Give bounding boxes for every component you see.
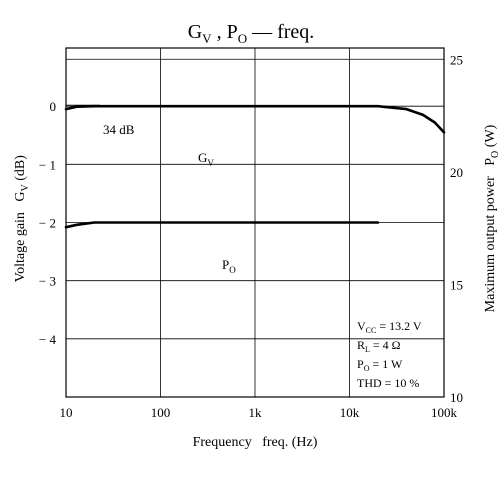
y-axis-label-right: Maximum output power PO (W)	[483, 114, 501, 330]
x-tick-labels: 10 100 1k 10k 100k	[60, 405, 458, 420]
x-tick-label: 10k	[340, 405, 360, 420]
reference-label-34db: 34 dB	[103, 122, 135, 137]
y-left-tick-label: − 3	[39, 274, 56, 289]
y-right-tick-label: 10	[450, 390, 463, 405]
series-line-po	[64, 221, 380, 229]
series-lines	[64, 104, 446, 229]
x-tick-label: 1k	[249, 405, 263, 420]
x-axis-label: Frequency freq. (Hz)	[193, 435, 318, 450]
series-line-gv	[64, 104, 446, 134]
y-left-tick-label: − 4	[39, 332, 57, 347]
y-left-tick-label: − 2	[39, 216, 56, 231]
condition-rl: RL = 4 Ω	[357, 338, 401, 354]
y-right-tick-label: 25	[450, 52, 463, 67]
y-axis-label-left: Voltage gain GV (dB)	[13, 145, 31, 300]
x-tick-label: 10	[60, 405, 73, 420]
x-tick-label: 100k	[431, 405, 458, 420]
conditions-annotation: VCC = 13.2 V RL = 4 Ω PO = 1 W THD = 10 …	[357, 319, 422, 390]
chart-title: GV , PO — freq.	[188, 21, 315, 46]
series-label-po: PO	[222, 257, 236, 275]
series-label-gv: GV	[198, 150, 214, 168]
y-right-tick-labels: 25 20 15 10	[450, 52, 463, 405]
condition-thd: THD = 10 %	[357, 376, 419, 390]
condition-vcc: VCC = 13.2 V	[357, 319, 422, 335]
x-tick-label: 100	[151, 405, 171, 420]
y-right-tick-label: 15	[450, 277, 463, 292]
condition-po: PO = 1 W	[357, 357, 403, 373]
y-left-tick-labels: 0 − 1 − 2 − 3 − 4	[39, 99, 57, 347]
y-right-tick-label: 20	[450, 165, 463, 180]
y-left-tick-label: − 1	[39, 157, 56, 172]
y-left-tick-label: 0	[50, 99, 57, 114]
